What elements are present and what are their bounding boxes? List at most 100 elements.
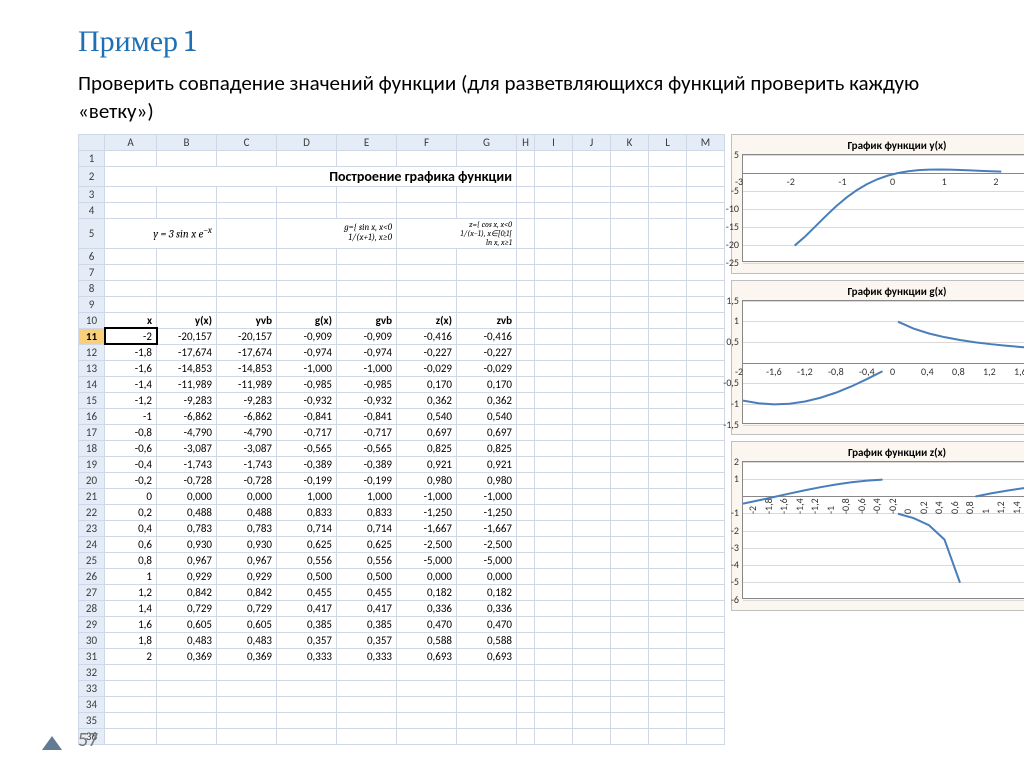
cell[interactable]: 0 bbox=[105, 488, 157, 504]
cell[interactable] bbox=[157, 202, 217, 218]
cell[interactable] bbox=[517, 408, 535, 424]
cell[interactable] bbox=[457, 202, 517, 218]
cell[interactable] bbox=[217, 296, 277, 312]
cell[interactable] bbox=[535, 488, 573, 504]
col-header-F[interactable]: F bbox=[397, 134, 457, 150]
cell[interactable]: 0,625 bbox=[277, 536, 337, 552]
cell[interactable] bbox=[649, 632, 687, 648]
cell[interactable] bbox=[573, 584, 611, 600]
cell[interactable] bbox=[217, 248, 277, 264]
cell[interactable] bbox=[397, 280, 457, 296]
cell[interactable]: -1,743 bbox=[157, 456, 217, 472]
cell[interactable]: -0,4 bbox=[105, 456, 157, 472]
cell[interactable] bbox=[457, 680, 517, 696]
cell[interactable] bbox=[517, 328, 535, 344]
cell[interactable]: -0,841 bbox=[337, 408, 397, 424]
cell[interactable] bbox=[649, 264, 687, 280]
cell[interactable] bbox=[105, 150, 157, 166]
cell[interactable] bbox=[157, 248, 217, 264]
cell[interactable] bbox=[157, 712, 217, 728]
cell[interactable]: 0,336 bbox=[457, 600, 517, 616]
cell[interactable]: 0,000 bbox=[397, 568, 457, 584]
cell[interactable] bbox=[649, 376, 687, 392]
cell[interactable] bbox=[611, 648, 649, 664]
cell[interactable] bbox=[157, 150, 217, 166]
cell[interactable] bbox=[535, 328, 573, 344]
cell[interactable] bbox=[517, 568, 535, 584]
cell[interactable] bbox=[457, 296, 517, 312]
cell[interactable]: 0,385 bbox=[277, 616, 337, 632]
cell[interactable] bbox=[611, 536, 649, 552]
cell[interactable] bbox=[157, 296, 217, 312]
cell[interactable]: -0,728 bbox=[157, 472, 217, 488]
cell[interactable] bbox=[573, 600, 611, 616]
cell[interactable]: 1,8 bbox=[105, 632, 157, 648]
cell[interactable] bbox=[517, 186, 535, 202]
cell[interactable] bbox=[611, 360, 649, 376]
cell[interactable] bbox=[517, 520, 535, 536]
cell[interactable] bbox=[337, 186, 397, 202]
cell[interactable] bbox=[649, 360, 687, 376]
cell[interactable] bbox=[157, 264, 217, 280]
cell[interactable] bbox=[573, 648, 611, 664]
cell[interactable] bbox=[687, 360, 725, 376]
cell[interactable] bbox=[217, 218, 277, 248]
cell[interactable]: -17,674 bbox=[217, 344, 277, 360]
cell[interactable]: -0,565 bbox=[277, 440, 337, 456]
cell[interactable] bbox=[337, 202, 397, 218]
cell[interactable] bbox=[649, 456, 687, 472]
cell[interactable] bbox=[649, 202, 687, 218]
cell[interactable] bbox=[277, 664, 337, 680]
row-header-18[interactable]: 18 bbox=[79, 440, 105, 456]
cell[interactable] bbox=[649, 150, 687, 166]
cell[interactable] bbox=[277, 248, 337, 264]
cell[interactable]: -0,199 bbox=[337, 472, 397, 488]
cell[interactable]: -2,500 bbox=[397, 536, 457, 552]
cell[interactable] bbox=[517, 600, 535, 616]
cell[interactable]: 0,483 bbox=[217, 632, 277, 648]
cell[interactable]: 0,357 bbox=[277, 632, 337, 648]
cell[interactable] bbox=[649, 536, 687, 552]
row-header-5[interactable]: 5 bbox=[79, 218, 105, 248]
formula-g[interactable]: g={ sin x, x<01/(x+1), x≥0 bbox=[277, 218, 397, 248]
col-label-y(x)[interactable]: y(x) bbox=[157, 312, 217, 328]
cell[interactable]: -0,932 bbox=[277, 392, 337, 408]
cell[interactable] bbox=[517, 296, 535, 312]
cell[interactable] bbox=[157, 186, 217, 202]
cell[interactable] bbox=[573, 440, 611, 456]
cell[interactable] bbox=[157, 728, 217, 744]
cell[interactable] bbox=[611, 456, 649, 472]
cell[interactable] bbox=[573, 472, 611, 488]
col-header-G[interactable]: G bbox=[457, 134, 517, 150]
cell[interactable] bbox=[611, 472, 649, 488]
formula-z[interactable]: z={ cos x, x<01/(x−1), x∈[0;1[ln x, x≥1 bbox=[397, 218, 517, 248]
cell[interactable]: 0,417 bbox=[277, 600, 337, 616]
cell[interactable] bbox=[649, 472, 687, 488]
cell[interactable]: -0,416 bbox=[397, 328, 457, 344]
cell[interactable] bbox=[573, 456, 611, 472]
cell[interactable] bbox=[277, 296, 337, 312]
cell[interactable]: -1,000 bbox=[397, 488, 457, 504]
cell[interactable]: 0,6 bbox=[105, 536, 157, 552]
row-header-11[interactable]: 11 bbox=[79, 328, 105, 344]
cell[interactable] bbox=[517, 616, 535, 632]
cell[interactable] bbox=[517, 584, 535, 600]
cell[interactable]: 0,417 bbox=[337, 600, 397, 616]
cell[interactable]: 0,540 bbox=[457, 408, 517, 424]
cell[interactable] bbox=[573, 504, 611, 520]
cell[interactable]: 1 bbox=[105, 568, 157, 584]
cell[interactable] bbox=[517, 712, 535, 728]
cell[interactable] bbox=[217, 280, 277, 296]
cell[interactable] bbox=[573, 344, 611, 360]
cell[interactable] bbox=[517, 312, 535, 328]
cell[interactable] bbox=[611, 488, 649, 504]
cell[interactable]: -0,6 bbox=[105, 440, 157, 456]
cell[interactable] bbox=[573, 696, 611, 712]
cell[interactable] bbox=[649, 186, 687, 202]
cell[interactable] bbox=[649, 680, 687, 696]
cell[interactable]: -0,985 bbox=[337, 376, 397, 392]
row-header-4[interactable]: 4 bbox=[79, 202, 105, 218]
cell[interactable]: 0,540 bbox=[397, 408, 457, 424]
cell[interactable] bbox=[535, 296, 573, 312]
cell[interactable]: 0,385 bbox=[337, 616, 397, 632]
